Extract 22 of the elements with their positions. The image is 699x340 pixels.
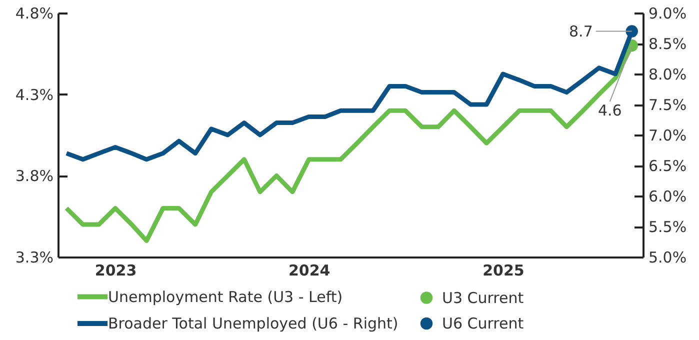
- y2-tick-label: 7.5%: [648, 96, 687, 114]
- legend-label: Unemployment Rate (U3 - Left): [108, 288, 343, 306]
- data-label: 8.7: [569, 22, 593, 40]
- legend-label: Broader Total Unemployed (U6 - Right): [108, 314, 398, 332]
- y-tick-label: 4.3%: [15, 86, 54, 104]
- legend-label: U3 Current: [442, 288, 524, 307]
- y2-tick-label: 9.0%: [648, 4, 687, 22]
- y2-tick-label: 5.0%: [648, 248, 687, 266]
- y-tick-label: 3.3%: [15, 248, 54, 266]
- x-tick-label: 2024: [288, 262, 330, 280]
- y2-tick-label: 6.0%: [648, 188, 687, 206]
- y-tick-label: 3.8%: [15, 167, 54, 186]
- legend-label: U6 Current: [442, 314, 524, 332]
- y2-tick-label: 5.5%: [648, 218, 687, 236]
- y-tick-label: 4.8%: [15, 4, 54, 22]
- y2-tick-label: 8.5%: [648, 35, 687, 53]
- x-tick-label: 2025: [482, 262, 524, 280]
- data-label: 4.6: [598, 102, 622, 120]
- y2-tick-label: 7.0%: [648, 126, 687, 144]
- y2-tick-label: 8.0%: [648, 66, 687, 84]
- y2-tick-label: 6.5%: [648, 157, 687, 175]
- x-tick-label: 2023: [94, 262, 137, 280]
